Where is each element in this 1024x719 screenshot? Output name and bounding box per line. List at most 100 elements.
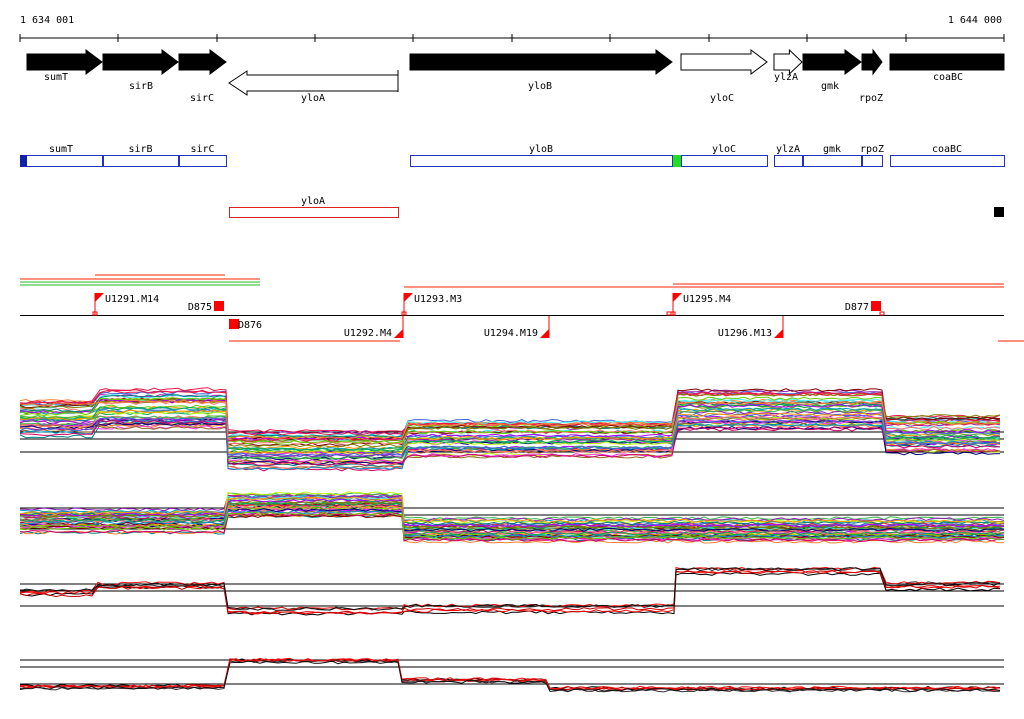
promoter-label: U1295.M4 (683, 294, 731, 305)
gene-label-ylzA: ylzA (774, 72, 798, 83)
gene-box-ylzA (774, 155, 803, 167)
expression-trace (19, 567, 1001, 611)
reference-lines (20, 274, 1024, 342)
expression-trace (19, 658, 1000, 691)
expression-trace (19, 408, 1001, 458)
expression-trace (19, 495, 1005, 528)
gene-arrow-rpoZ (861, 48, 883, 76)
gene-box-label-sumT: sumT (49, 144, 73, 155)
gene-arrow-yloC (680, 49, 768, 75)
square-icon (214, 301, 224, 311)
gene-box-yloC (681, 155, 768, 167)
flag-icon (95, 293, 104, 302)
gene-label-sirC: sirC (190, 93, 214, 104)
gene-label-sumT: sumT (44, 72, 68, 83)
gene-arrow-yloB (409, 49, 673, 75)
ruler-start-label: 1 634 001 (20, 15, 74, 26)
expression-trace (19, 410, 1001, 458)
flag-icon (673, 293, 682, 302)
gene-box-label-yloB: yloB (529, 144, 553, 155)
gene-box-label-sirB: sirB (128, 144, 152, 155)
start-marker (20, 155, 27, 167)
gene-label-coaBC: coaBC (933, 72, 963, 83)
expression-trace (19, 502, 1005, 536)
expression-trace (19, 512, 1005, 543)
flag-icon (404, 293, 413, 302)
expression-trace (19, 513, 1005, 544)
gene-box-yloA (229, 207, 399, 218)
flag-icon (394, 329, 403, 338)
gene-arrow-yloA (228, 70, 399, 96)
ruler-end-label: 1 644 000 (948, 15, 1002, 26)
gene-box-yloB (410, 155, 673, 167)
gene-label-yloB: yloB (528, 81, 552, 92)
gene-box-label-coaBC: coaBC (932, 144, 962, 155)
green-marker (673, 155, 681, 167)
gene-box-label-yloC: yloC (712, 144, 736, 155)
flag-icon (540, 329, 549, 338)
expression-trace (19, 396, 1001, 445)
gene-box-label-sirC: sirC (190, 144, 214, 155)
promoter-label: U1292.M4 (344, 328, 392, 339)
expression-trace (19, 566, 1001, 611)
gene-box-label-yloA: yloA (301, 196, 325, 207)
expression-trace (19, 494, 1005, 522)
expression-trace (19, 399, 1001, 440)
gene-box-coaBC (890, 155, 1005, 167)
expression-trace (19, 567, 1001, 611)
gene-label-yloA: yloA (301, 93, 325, 104)
end-marker-icon (994, 207, 1004, 217)
gene-box-gmk (803, 155, 862, 167)
gene-label-gmk: gmk (821, 81, 839, 92)
expression-trace (19, 510, 1005, 539)
expression-trace (19, 498, 1005, 528)
expression-trace (19, 571, 1001, 616)
expression-trace (19, 409, 1001, 455)
gene-box-label-gmk: gmk (823, 144, 841, 155)
expression-trace (19, 415, 1001, 470)
signal-tick (92, 311, 98, 316)
signal-tick (879, 311, 885, 316)
square-icon (229, 319, 239, 329)
gene-box-track: sumT sirB sirC yloB yloC ylzA gmk rpoZ coaBC yloA (20, 144, 1005, 218)
gene-arrow-sirC (178, 49, 227, 75)
terminator-label: D875 (188, 302, 212, 313)
expression-trace (19, 498, 1004, 526)
expression-trace (19, 420, 1001, 466)
expression-trace (19, 511, 1005, 540)
expression-profile-tracks (19, 387, 1005, 693)
promoter-label: U1294.M19 (484, 328, 538, 339)
signal-tick (401, 311, 407, 316)
expression-trace (19, 569, 1001, 615)
terminator-label: D877 (845, 302, 869, 313)
expression-trace (19, 569, 1001, 615)
gene-arrow-sirB (102, 49, 179, 75)
gene-box-label-ylzA: ylzA (776, 144, 800, 155)
expression-trace (19, 658, 1001, 691)
gene-label-rpoZ: rpoZ (859, 93, 883, 104)
gene-label-sirB: sirB (129, 81, 153, 92)
expression-trace (19, 420, 1001, 464)
gene-box-rpoZ (862, 155, 883, 167)
signal-tick (670, 311, 676, 316)
promoter-label: U1293.M3 (414, 294, 462, 305)
expression-trace (19, 660, 1001, 692)
coordinate-ruler: 1 634 001 1 644 000 (19, 15, 1005, 42)
gene-arrow-coaBC (889, 53, 1005, 71)
expression-trace (19, 422, 1001, 467)
gene-label-yloC: yloC (710, 93, 734, 104)
expression-trace (19, 658, 1001, 690)
gene-arrow-gmk (802, 49, 862, 75)
expression-trace (19, 398, 1001, 441)
expression-trace (19, 416, 1001, 457)
flag-icon (774, 329, 783, 338)
expression-trace (19, 423, 1001, 465)
expression-trace (19, 406, 1001, 451)
expression-trace (19, 397, 1001, 443)
gene-box-label-rpoZ: rpoZ (860, 144, 884, 155)
promoter-label: U1296.M13 (718, 328, 772, 339)
gene-box-sumT (20, 155, 103, 167)
gene-arrow-ylzA (773, 48, 803, 76)
